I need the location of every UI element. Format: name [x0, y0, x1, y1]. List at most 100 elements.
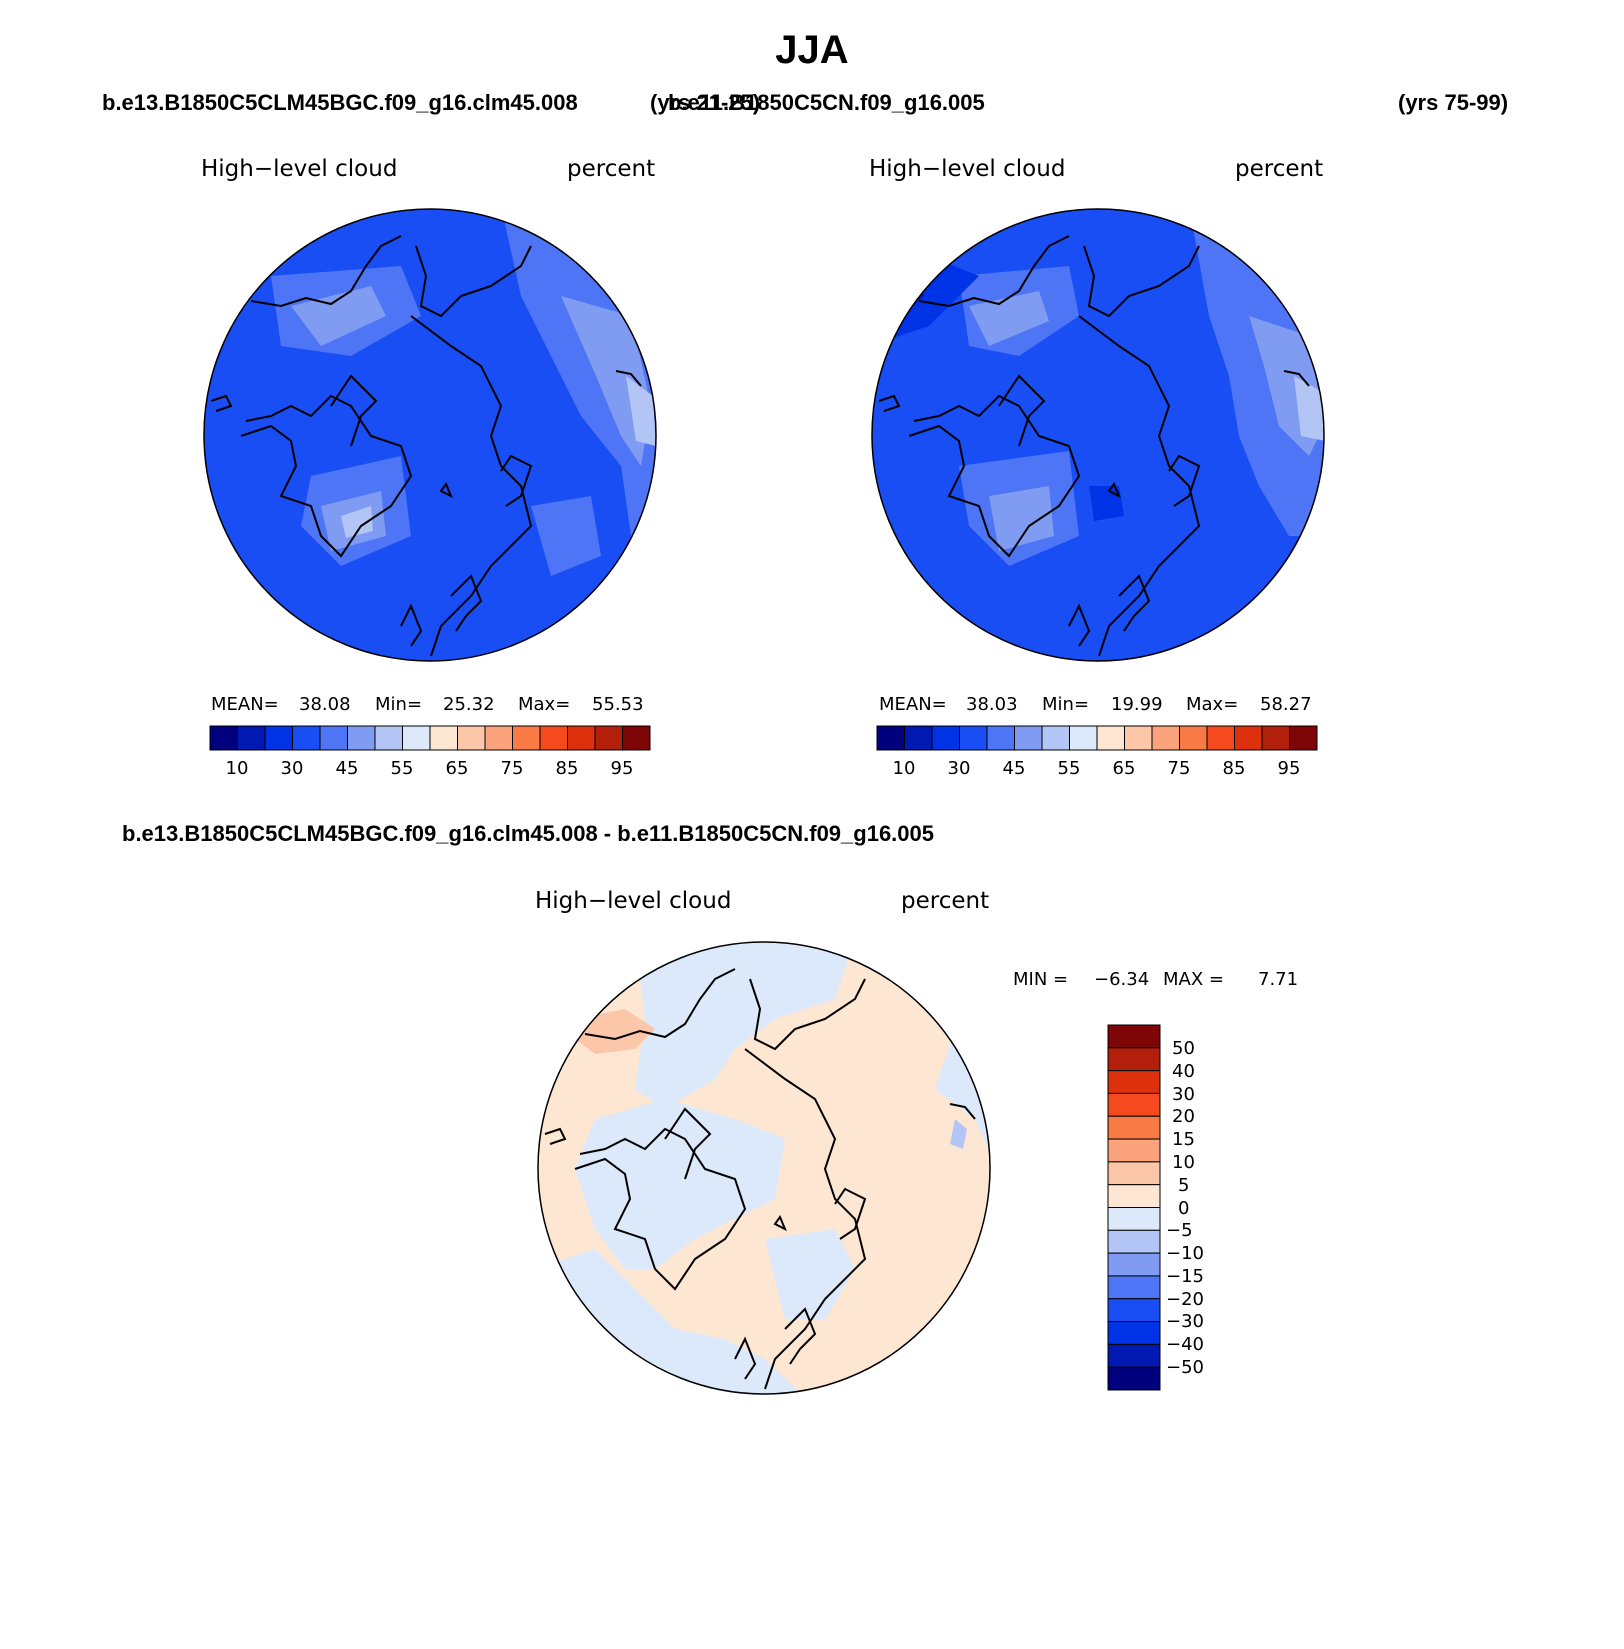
panel1-field-40-45-east	[561, 296, 651, 466]
panel2-colorbar-swatch	[1069, 725, 1098, 751]
diff-colorbar-swatch	[1107, 1138, 1161, 1163]
case2-name: b.e11.B1850C5CN.f09_g16.005	[668, 90, 985, 115]
panel2-colorbar-swatch	[1289, 725, 1318, 751]
diff-colorbar-tick: 10	[1172, 1152, 1195, 1173]
case2-years: (yrs 75-99)	[1398, 90, 1509, 115]
panel2-colorbar-swatch	[986, 725, 1015, 751]
diff-colorbar-swatch	[1107, 1070, 1161, 1094]
diff-colorbar-tick: −30	[1166, 1311, 1204, 1332]
panel1-colorbar-swatch	[457, 725, 486, 751]
panel1-colorbar-swatch	[402, 725, 431, 751]
diff-colorbar-swatch	[1107, 1161, 1161, 1186]
diff-colorbar-swatch	[1107, 1207, 1161, 1231]
diff-field-minus5-0-scandinavia	[765, 1229, 855, 1319]
diff-colorbar-swatch	[1107, 1184, 1161, 1209]
diff-min-value: −6.34	[1094, 969, 1150, 990]
panel2-max-label: Max=	[1186, 694, 1239, 715]
panel2-min-value: 19.99	[1111, 694, 1163, 715]
panel2-colorbar-swatch	[1206, 725, 1235, 751]
panel2-field-40-45-north	[969, 291, 1049, 346]
panel2-field-25-30-center	[1089, 486, 1124, 521]
panel2-mean-value: 38.03	[966, 694, 1018, 715]
diff-units: percent	[901, 888, 990, 914]
panel2-max-value: 58.27	[1260, 694, 1312, 715]
panel2-colorbar-swatch	[1234, 725, 1263, 751]
case1-name: b.e13.B1850C5CLM45BGC.f09_g16.clm45.008	[102, 90, 578, 115]
diff-colorbar	[1107, 1024, 1161, 1391]
panel2-colorbar-swatch	[1179, 725, 1208, 751]
panel2-field-40-45-greenland	[989, 486, 1054, 551]
panel1-colorbar-tick: 75	[500, 758, 524, 779]
panel1-colorbar-swatch	[237, 725, 266, 751]
main-title: JJA	[775, 28, 849, 72]
diff-colorbar-tick: −40	[1166, 1334, 1204, 1355]
panel2-field-45-50-east	[1294, 376, 1324, 441]
panel1-colorbar-swatch	[512, 725, 541, 751]
diff-colorbar-tick: −20	[1166, 1289, 1204, 1310]
diff-field-minus5-0-north	[635, 942, 855, 1109]
panel2-variable: High−level cloud	[869, 156, 1066, 182]
panel1-colorbar-tick: 45	[335, 758, 359, 779]
panel1-colorbar-swatch	[292, 725, 321, 751]
diff-colorbar-swatch	[1107, 1366, 1161, 1391]
panel1-units: percent	[567, 156, 656, 182]
diff-colorbar-swatch	[1107, 1092, 1161, 1117]
panel2-colorbar-swatch	[1124, 725, 1153, 751]
panel2-colorbar-swatch	[876, 725, 905, 751]
panel1-map-border	[203, 208, 657, 662]
panel1-max-label: Max=	[518, 694, 571, 715]
diff-colorbar-swatch	[1107, 1321, 1161, 1345]
diff-colorbar-tick: −5	[1166, 1220, 1193, 1241]
diff-colorbar-tick: 50	[1172, 1038, 1195, 1059]
panel1-mean-value: 38.08	[299, 694, 351, 715]
panel2-min-label: Min=	[1042, 694, 1090, 715]
panel1-colorbar-swatch	[594, 725, 623, 751]
diff-colorbar-tick: 20	[1172, 1106, 1195, 1127]
panel2-map	[871, 208, 1325, 662]
diff-colorbar-tick: 15	[1172, 1129, 1195, 1150]
panel1-field-35-40-south	[531, 496, 601, 576]
diff-field-minus5-0-canada	[575, 1099, 785, 1269]
panel2-colorbar-swatch	[1151, 725, 1180, 751]
panel1-colorbar-tick: 30	[280, 758, 304, 779]
panel2-colorbar-tick: 85	[1222, 758, 1246, 779]
panel2-colorbar-tick: 55	[1057, 758, 1081, 779]
diff-field-minus10-minus5	[950, 1119, 967, 1149]
diff-colorbar-swatch	[1107, 1252, 1161, 1277]
diff-colorbar-tick: 30	[1172, 1084, 1195, 1105]
panel1-colorbar-swatch	[622, 725, 651, 751]
panel2-colorbar	[876, 725, 1318, 751]
case1-years: (yrs 21-25)	[650, 90, 761, 115]
panel2-colorbar-swatch	[1014, 725, 1043, 751]
panel1-coastlines	[210, 235, 642, 657]
panel2-colorbar-swatch	[931, 725, 960, 751]
diff-colorbar-swatch	[1107, 1275, 1161, 1300]
panel2-map-border	[871, 208, 1325, 662]
panel2-colorbar-swatch	[1041, 725, 1070, 751]
diff-field-5-10	[575, 1009, 655, 1054]
panel1-min-value: 25.32	[443, 694, 495, 715]
panel2-colorbar-tick: 95	[1277, 758, 1301, 779]
diff-colorbar-tick: −50	[1166, 1357, 1204, 1378]
diff-colorbar-tick: 40	[1172, 1061, 1195, 1082]
panel1-map	[203, 208, 657, 662]
panel2-colorbar-swatch	[959, 725, 988, 751]
panel2-colorbar-tick: 65	[1112, 758, 1136, 779]
diff-coastlines	[544, 968, 976, 1390]
panel2-units: percent	[1235, 156, 1324, 182]
panel1-colorbar-swatch	[319, 725, 348, 751]
panel1-min-label: Min=	[375, 694, 423, 715]
panel2-colorbar-swatch	[904, 725, 933, 751]
diff-colorbar-swatch	[1107, 1024, 1161, 1049]
panel1-colorbar-swatch	[429, 725, 458, 751]
panel1-colorbar	[209, 725, 651, 751]
panel1-colorbar-swatch	[264, 725, 293, 751]
diff-colorbar-swatch	[1107, 1298, 1161, 1323]
panel1-colorbar-tick: 95	[610, 758, 634, 779]
panel1-field-45-50-greenland	[341, 506, 373, 538]
diff-colorbar-swatch	[1107, 1343, 1161, 1368]
diff-map	[537, 941, 991, 1395]
panel1-colorbar-swatch	[484, 725, 513, 751]
panel2-colorbar-tick: 10	[892, 758, 916, 779]
diff-title: b.e13.B1850C5CLM45BGC.f09_g16.clm45.008 …	[122, 821, 935, 846]
